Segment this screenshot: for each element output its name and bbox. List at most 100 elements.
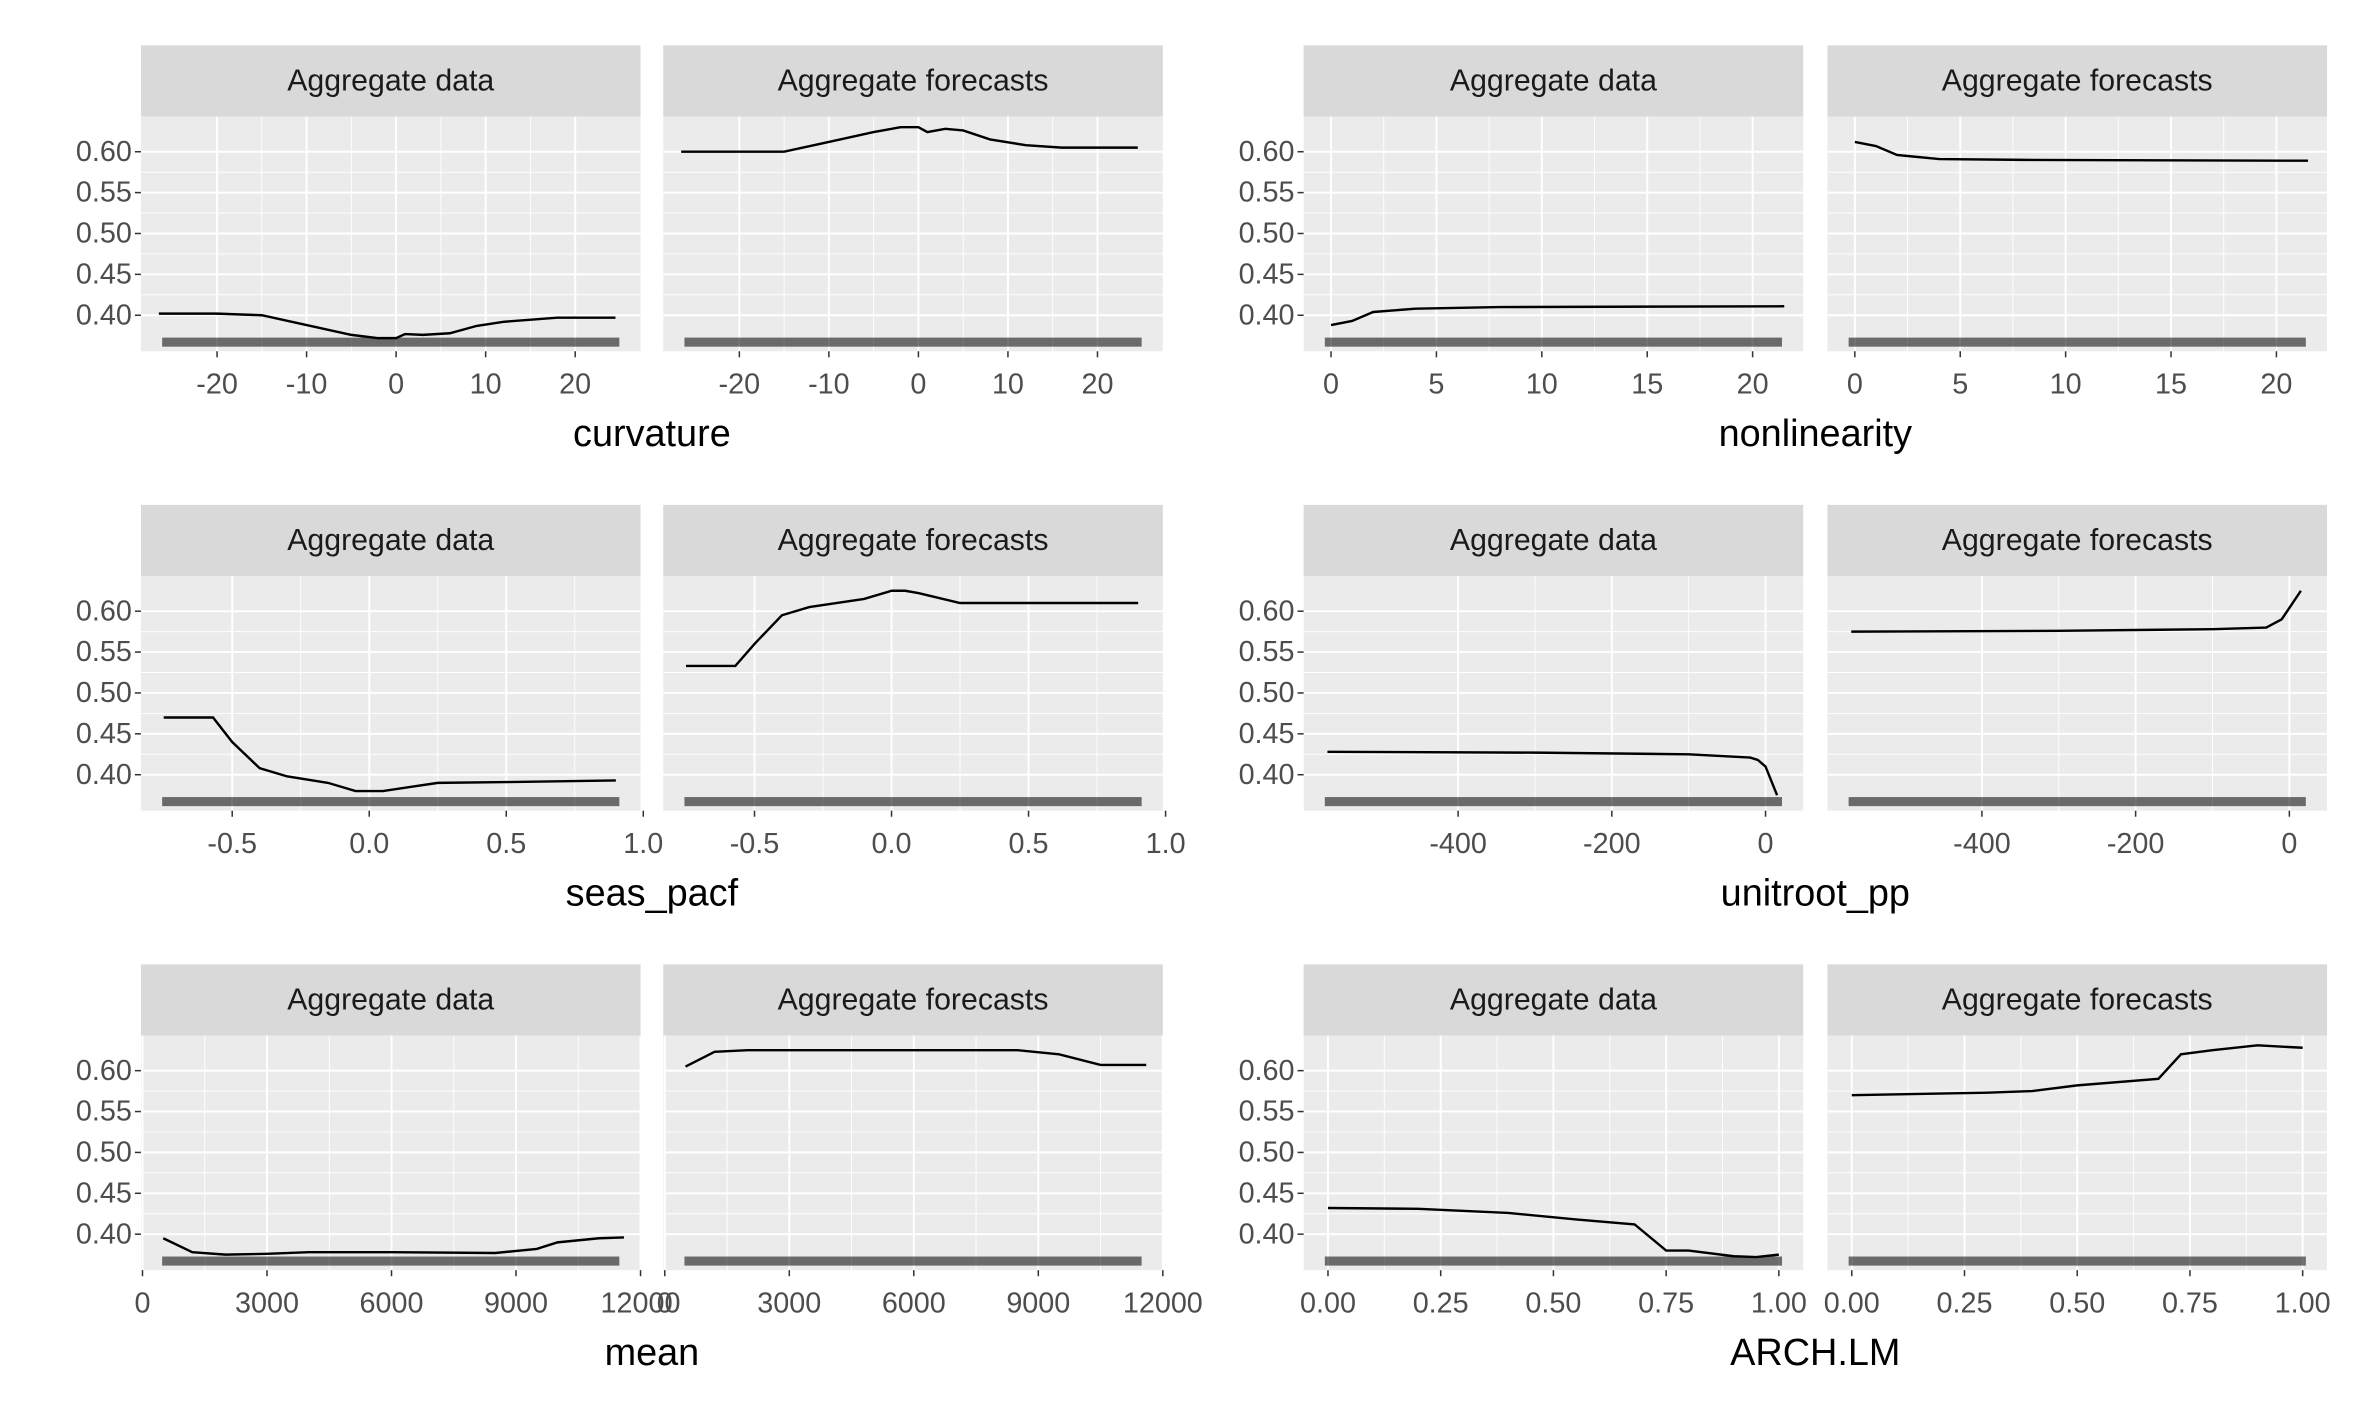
y-tick-label: 0.45 xyxy=(76,718,132,750)
x-tick-label: 0.5 xyxy=(486,828,526,860)
y-tick-label: 0.40 xyxy=(76,1218,132,1250)
panel-grid xyxy=(140,116,641,352)
x-tick-label: 6000 xyxy=(360,1288,424,1320)
data-line xyxy=(1854,140,2309,162)
strip-title: Aggregate forecasts xyxy=(778,524,1049,557)
data-line xyxy=(1851,590,2302,633)
data-line xyxy=(1851,1044,2303,1097)
x-tick-label: 9000 xyxy=(484,1288,548,1320)
x-tick-label: -20 xyxy=(719,369,761,401)
x-tick-label: 6000 xyxy=(882,1288,946,1320)
y-tick-label: 0.40 xyxy=(1239,759,1295,791)
rug xyxy=(162,797,620,807)
x-tick-label: 0 xyxy=(1323,369,1339,401)
x-tick-label: 1.0 xyxy=(623,828,663,860)
y-tick-label: 0.60 xyxy=(1239,136,1295,168)
x-tick-label: 0.00 xyxy=(1824,1288,1880,1320)
x-tick-label: 12000 xyxy=(601,1288,681,1320)
strip xyxy=(663,45,1163,117)
y-tick-label: 0.50 xyxy=(1239,218,1295,250)
x-tick-label: -10 xyxy=(286,369,328,401)
rug xyxy=(1324,1256,1783,1266)
x-tick-label: 10 xyxy=(1526,369,1558,401)
data-line xyxy=(681,125,1138,153)
strip xyxy=(663,504,1163,577)
rug xyxy=(684,337,1142,347)
x-tick-label: 10 xyxy=(2050,369,2082,401)
x-tick-label: -200 xyxy=(2107,828,2165,860)
panel-grid xyxy=(663,576,1163,811)
x-tick-label: 0.25 xyxy=(1413,1288,1469,1320)
strip xyxy=(1303,964,1804,1036)
x-tick-label: 0.0 xyxy=(872,828,912,860)
rug xyxy=(1848,797,2306,807)
data-line xyxy=(163,716,616,793)
y-tick-label: 0.60 xyxy=(1239,595,1295,627)
strip-title: Aggregate forecasts xyxy=(778,983,1049,1016)
strip xyxy=(1303,45,1804,117)
x-tick-label: 10 xyxy=(992,369,1024,401)
x-tick-label: 1.0 xyxy=(1146,828,1186,860)
x-tick-label: 0 xyxy=(134,1288,150,1320)
data-line xyxy=(1330,305,1785,327)
x-tick-label: -200 xyxy=(1583,828,1641,860)
y-tick-label: 0.50 xyxy=(1239,677,1295,709)
y-tick-label: 0.55 xyxy=(1239,177,1295,209)
y-tick-label: 0.60 xyxy=(76,1055,132,1087)
data-line xyxy=(684,1049,1147,1068)
x-axis-title: mean xyxy=(605,1332,700,1374)
x-tick-label: 0.0 xyxy=(349,828,389,860)
data-line xyxy=(158,312,616,340)
x-tick-label: -400 xyxy=(1429,828,1487,860)
panel-grid xyxy=(1827,116,2328,352)
x-tick-label: 3000 xyxy=(757,1288,821,1320)
data-line xyxy=(1327,750,1779,796)
strip-title: Aggregate data xyxy=(287,65,494,98)
y-tick-label: 0.50 xyxy=(76,677,132,709)
panel-grid xyxy=(1827,1035,2328,1271)
x-tick-label: 0 xyxy=(2281,828,2297,860)
x-tick-label: 0.5 xyxy=(1009,828,1049,860)
panel-grid xyxy=(663,1035,1164,1271)
strip xyxy=(1827,504,2328,577)
x-tick-label: 20 xyxy=(559,369,591,401)
x-axis-title: unitroot_pp xyxy=(1721,872,1910,914)
x-tick-label: 0.50 xyxy=(2049,1288,2105,1320)
rug xyxy=(1848,1256,2306,1266)
strip xyxy=(140,45,641,117)
strip xyxy=(1303,504,1804,577)
y-tick-label: 0.60 xyxy=(1239,1055,1295,1087)
x-tick-label: 1.00 xyxy=(2275,1288,2331,1320)
rug xyxy=(684,1256,1142,1266)
x-tick-label: 0 xyxy=(657,1288,673,1320)
strip-title: Aggregate data xyxy=(1450,983,1657,1016)
strip-title: Aggregate data xyxy=(1450,524,1657,557)
x-axis-title: nonlinearity xyxy=(1719,413,1913,455)
x-tick-label: 0.25 xyxy=(1937,1288,1993,1320)
x-tick-label: -20 xyxy=(196,369,238,401)
x-tick-label: 5 xyxy=(1952,369,1968,401)
y-tick-label: 0.50 xyxy=(76,1137,132,1169)
y-tick-label: 0.55 xyxy=(76,636,132,668)
y-tick-label: 0.40 xyxy=(1239,1218,1295,1250)
y-tick-label: 0.60 xyxy=(76,595,132,627)
x-tick-label: -400 xyxy=(1953,828,2011,860)
strip-title: Aggregate forecasts xyxy=(1942,983,2213,1016)
y-tick-label: 0.60 xyxy=(76,136,132,168)
y-tick-label: 0.50 xyxy=(1239,1137,1295,1169)
strip xyxy=(1827,45,2328,117)
x-axis-title: curvature xyxy=(573,413,731,455)
x-tick-label: 20 xyxy=(1737,369,1769,401)
y-tick-label: 0.45 xyxy=(76,258,132,290)
panel-grid xyxy=(663,116,1163,352)
y-tick-label: 0.40 xyxy=(76,299,132,331)
y-tick-label: 0.45 xyxy=(1239,718,1295,750)
x-tick-label: 0 xyxy=(1847,369,1863,401)
x-tick-label: -0.5 xyxy=(730,828,780,860)
x-tick-label: 0.75 xyxy=(2162,1288,2218,1320)
panel-grid xyxy=(140,576,641,811)
y-tick-label: 0.55 xyxy=(76,177,132,209)
strip xyxy=(140,504,641,577)
x-tick-label: 3000 xyxy=(235,1288,299,1320)
